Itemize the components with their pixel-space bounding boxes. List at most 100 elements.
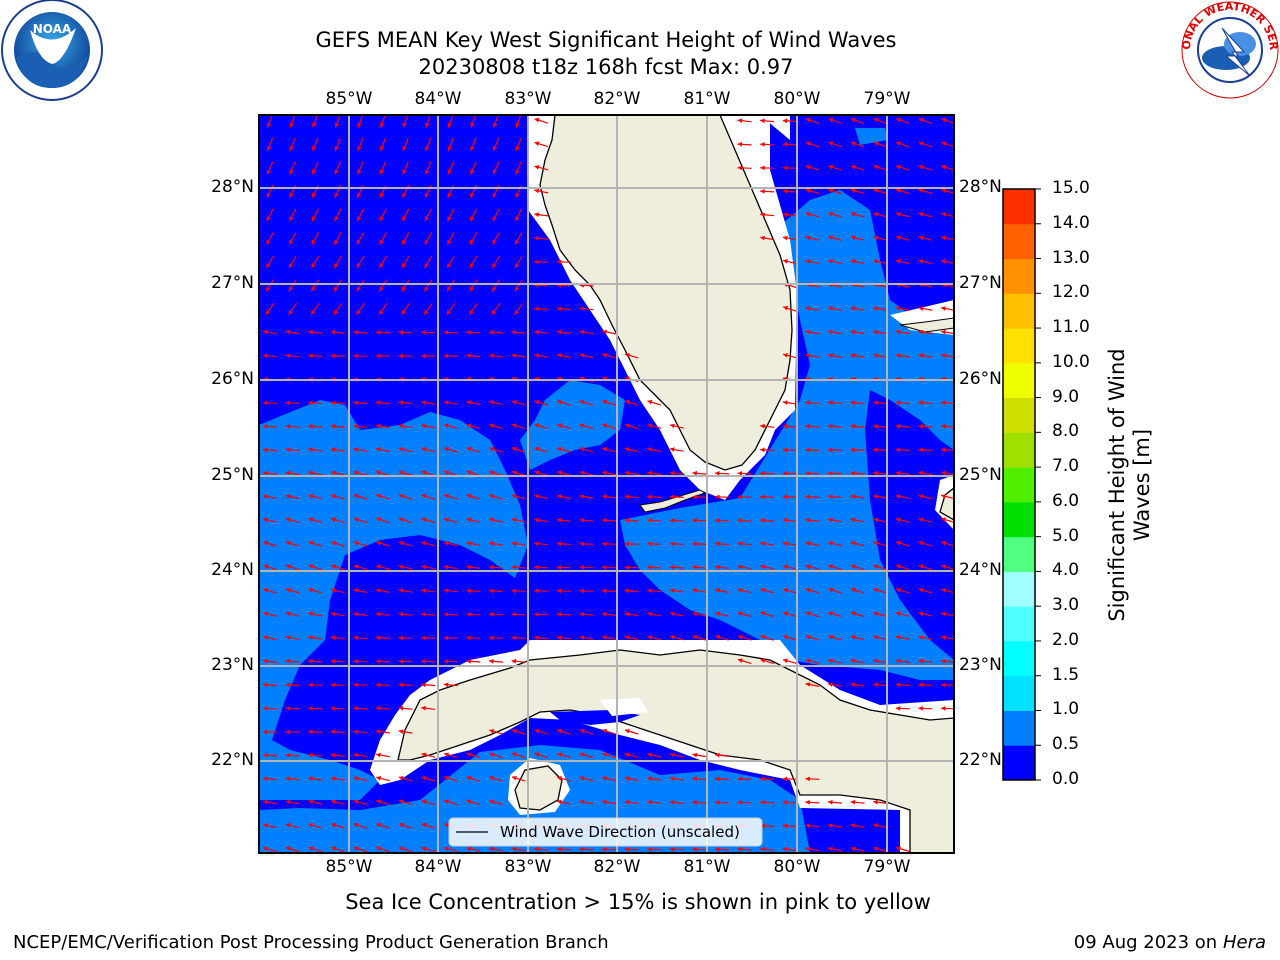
wave-arrow-head — [443, 353, 449, 359]
wave-arrow-head — [918, 447, 923, 453]
wave-arrow-head — [941, 423, 946, 429]
wave-arrow-head — [851, 117, 856, 123]
wave-arrow-head — [805, 846, 811, 852]
lon-tick-top-85w: 85°W — [325, 89, 373, 109]
wave-arrow-head — [895, 306, 901, 311]
wave-arrow-head — [424, 286, 429, 292]
wave-arrow-head — [334, 286, 339, 292]
wave-arrow-head — [353, 423, 359, 429]
wave-arrow-head — [941, 588, 947, 593]
wave-arrow-head — [557, 799, 562, 805]
wave-arrow-head — [873, 447, 878, 453]
wave-arrow-head — [353, 400, 358, 406]
wave-arrow-head — [850, 494, 856, 499]
wave-arrow-head — [918, 235, 924, 241]
wave-arrow-head — [263, 400, 268, 406]
wave-arrow-head — [557, 470, 562, 476]
wave-arrow-head — [941, 447, 946, 453]
wave-arrow-head — [489, 752, 495, 757]
wave-arrow-head — [534, 306, 539, 312]
wave-arrow-head — [715, 588, 720, 593]
colorbar-segment — [1003, 710, 1035, 746]
wave-arrow-head — [805, 117, 811, 123]
wave-zone-gulf-center — [520, 380, 625, 470]
wave-arrow-head — [492, 239, 497, 245]
wave-arrow-head — [737, 658, 743, 663]
wave-arrow-head — [895, 329, 901, 335]
wave-arrow-head — [918, 517, 924, 523]
wave-arrow-head — [715, 541, 720, 547]
wave-arrow-head — [263, 846, 269, 852]
lat-tick-left-24n: 24°N — [211, 560, 254, 580]
wave-arrow-head — [402, 239, 407, 245]
wave-arrow-head — [873, 353, 878, 358]
wave-arrow-head — [398, 635, 404, 641]
wave-arrow-head — [850, 188, 856, 194]
wave-arrow-head — [376, 822, 382, 828]
wave-arrow-head — [489, 517, 494, 523]
wave-arrow-head — [515, 239, 520, 245]
lon-tick-bot-80w: 80°W — [773, 857, 821, 877]
chart-title: GEFS MEAN Key West Significant Height of… — [315, 28, 897, 52]
map-area — [259, 115, 954, 853]
wave-arrow-head — [263, 494, 268, 499]
wave-arrow-head — [850, 353, 856, 358]
wave-arrow-head — [941, 540, 947, 546]
wave-arrow-head — [782, 823, 788, 829]
wave-arrow-head — [447, 146, 453, 151]
wave-arrow-head — [266, 122, 272, 128]
wave-arrow-head — [353, 588, 359, 593]
wave-arrow-head — [421, 470, 427, 475]
wave-arrow-head — [534, 752, 540, 757]
wave-arrow-head — [444, 517, 449, 523]
wave-arrow-head — [311, 309, 316, 315]
wave-arrow-head — [402, 192, 407, 198]
wave-arrow-head — [466, 353, 471, 359]
wave-arrow-head — [624, 588, 630, 594]
lat-tick-right-28n: 28°N — [959, 177, 1002, 197]
wave-arrow-head — [263, 706, 268, 711]
wave-arrow-head — [783, 353, 788, 358]
wave-arrow-head — [424, 239, 429, 245]
wave-arrow-head — [895, 706, 901, 711]
wave-arrow-head — [918, 540, 924, 546]
noaa-logo: NOAA — [1, 0, 103, 101]
wave-arrow-head — [466, 541, 472, 546]
wave-arrow-head — [692, 564, 698, 570]
wave-arrow-head — [760, 235, 765, 241]
wave-arrow-head — [579, 611, 584, 617]
wave-arrow-head — [308, 447, 313, 453]
wave-arrow-head — [330, 658, 336, 664]
wave-arrow-head — [514, 309, 520, 315]
map-frame — [258, 114, 955, 854]
wave-arrow-head — [918, 259, 924, 264]
wave-arrow-head — [492, 286, 497, 292]
wave-arrow-head — [376, 635, 381, 641]
wave-arrow-head — [285, 447, 291, 453]
wave-arrow-head — [579, 494, 585, 499]
wave-arrow-head — [398, 423, 404, 429]
wave-arrow-head — [760, 517, 765, 523]
wave-arrow-head — [466, 470, 472, 475]
wave-arrow-head — [308, 658, 313, 664]
wave-arrow-head — [850, 564, 856, 569]
wave-arrow-head — [492, 146, 498, 151]
wave-arrow-head — [782, 517, 788, 523]
wave-arrow-head — [285, 846, 291, 851]
wave-arrow-head — [353, 517, 359, 522]
wave-arrow-head — [466, 564, 472, 570]
wave-arrow-head — [557, 728, 563, 734]
wave-arrow-head — [602, 517, 607, 523]
wave-arrow-head — [828, 117, 834, 123]
wave-arrow-head — [285, 329, 291, 335]
wave-arrow-head — [353, 329, 358, 335]
colorbar-tick-label: 1.5 — [1052, 664, 1080, 685]
wave-arrow-head — [263, 541, 269, 546]
wave-arrow-head — [308, 470, 314, 476]
wave-arrow-head — [873, 259, 879, 264]
lat-tick-right-26n: 26°N — [959, 369, 1002, 389]
wave-arrow-head — [447, 169, 452, 175]
wave-arrow-head — [308, 400, 313, 406]
wave-arrow-head — [425, 169, 430, 175]
colorbar-segment — [1003, 606, 1035, 642]
